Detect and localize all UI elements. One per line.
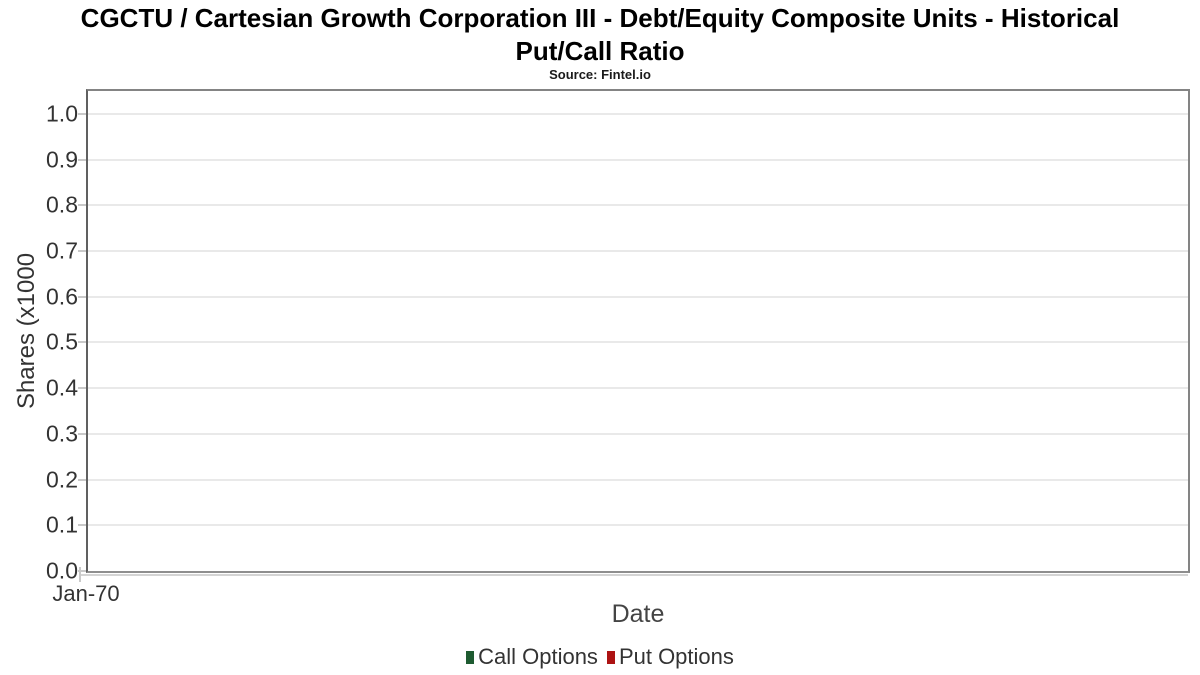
y-tick-label: 0.3 <box>46 420 78 447</box>
chart-title-line2: Put/Call Ratio <box>515 36 685 66</box>
gridline <box>88 341 1188 344</box>
y-tick-label: 0.9 <box>46 146 78 173</box>
legend-label-call-options: Call Options <box>478 644 598 669</box>
y-tick-label: 0.8 <box>46 191 78 218</box>
x-axis-line <box>79 574 1188 576</box>
put-options-swatch <box>606 650 615 664</box>
y-tick-label: 0.4 <box>46 374 78 401</box>
call-options-swatch <box>466 650 475 664</box>
y-axis-tick <box>78 250 86 252</box>
gridline <box>88 250 1188 252</box>
chart-subtitle: Source: Fintel.io <box>549 67 651 82</box>
y-axis-tick <box>78 478 86 481</box>
legend-label-put-options: Put Options <box>618 644 734 669</box>
y-axis-title: Shares (x1000 <box>13 252 40 410</box>
y-axis-tick <box>78 387 86 390</box>
gridline <box>88 387 1188 390</box>
y-axis-tick <box>78 341 86 344</box>
legend-item-call-options[interactable]: Call Options <box>466 644 598 670</box>
y-tick-label: 0.6 <box>46 283 78 310</box>
y-tick-label: 0.2 <box>46 466 78 493</box>
y-axis-tick <box>78 295 86 298</box>
gridline <box>88 204 1188 207</box>
y-axis-tick <box>78 158 86 161</box>
x-tick-label: Jan-70 <box>52 581 120 606</box>
x-axis-title: Date <box>611 600 665 628</box>
legend: Call Options Put Options <box>0 644 1200 670</box>
y-tick-label: 0.1 <box>46 511 78 538</box>
y-tick-label: 0.7 <box>46 237 78 264</box>
gridline <box>88 295 1188 298</box>
x-axis-tick <box>79 567 81 582</box>
y-axis-tick <box>78 432 86 435</box>
y-axis-tick <box>78 112 86 115</box>
gridline <box>88 158 1188 161</box>
plot-area: 0.0 0.1 0.2 0.3 0.4 0.5 0.6 0.7 0.8 0.9 1.0 <box>46 89 1190 582</box>
gridline <box>88 524 1188 527</box>
gridline <box>88 112 1188 115</box>
y-axis-tick <box>78 570 86 572</box>
y-tick-label: 0.0 <box>46 557 78 584</box>
gridline <box>88 432 1188 435</box>
y-axis-tick <box>78 204 86 207</box>
y-tick-label: 0.5 <box>46 328 78 355</box>
chart-title-line1: CGCTU / Cartesian Growth Corporation III… <box>80 3 1120 33</box>
y-axis-tick <box>78 524 86 527</box>
legend-item-put-options[interactable]: Put Options <box>606 644 734 670</box>
gridline <box>88 478 1188 481</box>
y-tick-label: 1.0 <box>46 100 78 127</box>
